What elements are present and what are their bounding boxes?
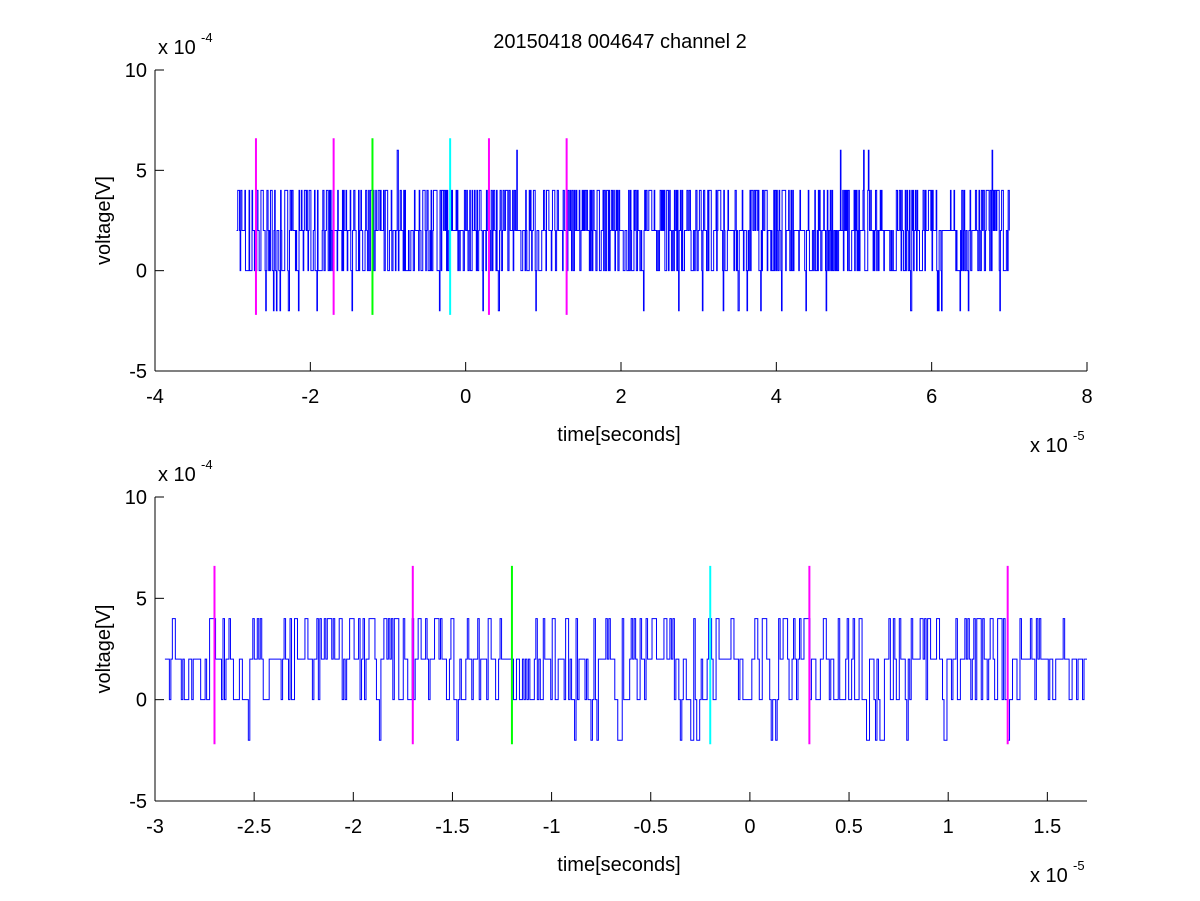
x-multiplier-label: x 10 [1030, 865, 1068, 887]
x-tick-label: -2 [344, 816, 362, 838]
y-tick-label: 0 [136, 690, 147, 712]
y-axis-label: voltage[V] [93, 605, 115, 694]
y-tick-label: 10 [125, 60, 147, 82]
y-tick-label: 5 [136, 160, 147, 182]
top-subplot: -4 -2 0 2 4 6 8 -5 0 5 10 time[seconds] voltage[V] x … [93, 30, 1093, 457]
x-multiplier-label: x 10 [1030, 435, 1068, 457]
figure-title: 20150418 004647 channel 2 [493, 31, 747, 53]
y-tick-label: -5 [129, 361, 147, 383]
x-tick-label: -2.5 [237, 816, 271, 838]
x-tick-label: -1 [543, 816, 561, 838]
x-multiplier-exponent: -5 [1073, 428, 1085, 443]
y-tick-label: 10 [125, 487, 147, 509]
x-tick-label: 8 [1081, 386, 1092, 408]
x-tick-label: 4 [771, 386, 782, 408]
y-axis-label: voltage[V] [93, 176, 115, 265]
x-tick-label: -3 [146, 816, 164, 838]
x-axis-label: time[seconds] [557, 424, 680, 446]
x-tick-label: -0.5 [634, 816, 668, 838]
signal-series-line [236, 149, 1010, 312]
x-tick-label: -4 [146, 386, 164, 408]
x-axis-label: time[seconds] [557, 854, 680, 876]
x-tick-label: 1 [943, 816, 954, 838]
bottom-subplot: -3 -2.5 -2 -1.5 -1 -0.5 0 0.5 1 1.5 -5 0 5 10 time[sec… [93, 457, 1087, 887]
y-multiplier-label: x 10 [158, 37, 196, 59]
y-tick-label: -5 [129, 791, 147, 813]
signal-series-line [164, 618, 1087, 741]
x-tick-label: 0.5 [835, 816, 863, 838]
x-tick-label: 0 [460, 386, 471, 408]
x-tick-label: 6 [926, 386, 937, 408]
x-tick-label: 2 [615, 386, 626, 408]
x-tick-label: 1.5 [1033, 816, 1061, 838]
y-tick-label: 0 [136, 261, 147, 283]
x-tick-label: -1.5 [435, 816, 469, 838]
y-multiplier-exponent: -4 [201, 457, 213, 472]
y-tick-label: 5 [136, 588, 147, 610]
x-tick-label: 0 [744, 816, 755, 838]
y-multiplier-label: x 10 [158, 464, 196, 486]
y-multiplier-exponent: -4 [201, 30, 213, 45]
x-multiplier-exponent: -5 [1073, 858, 1085, 873]
x-tick-label: -2 [301, 386, 319, 408]
